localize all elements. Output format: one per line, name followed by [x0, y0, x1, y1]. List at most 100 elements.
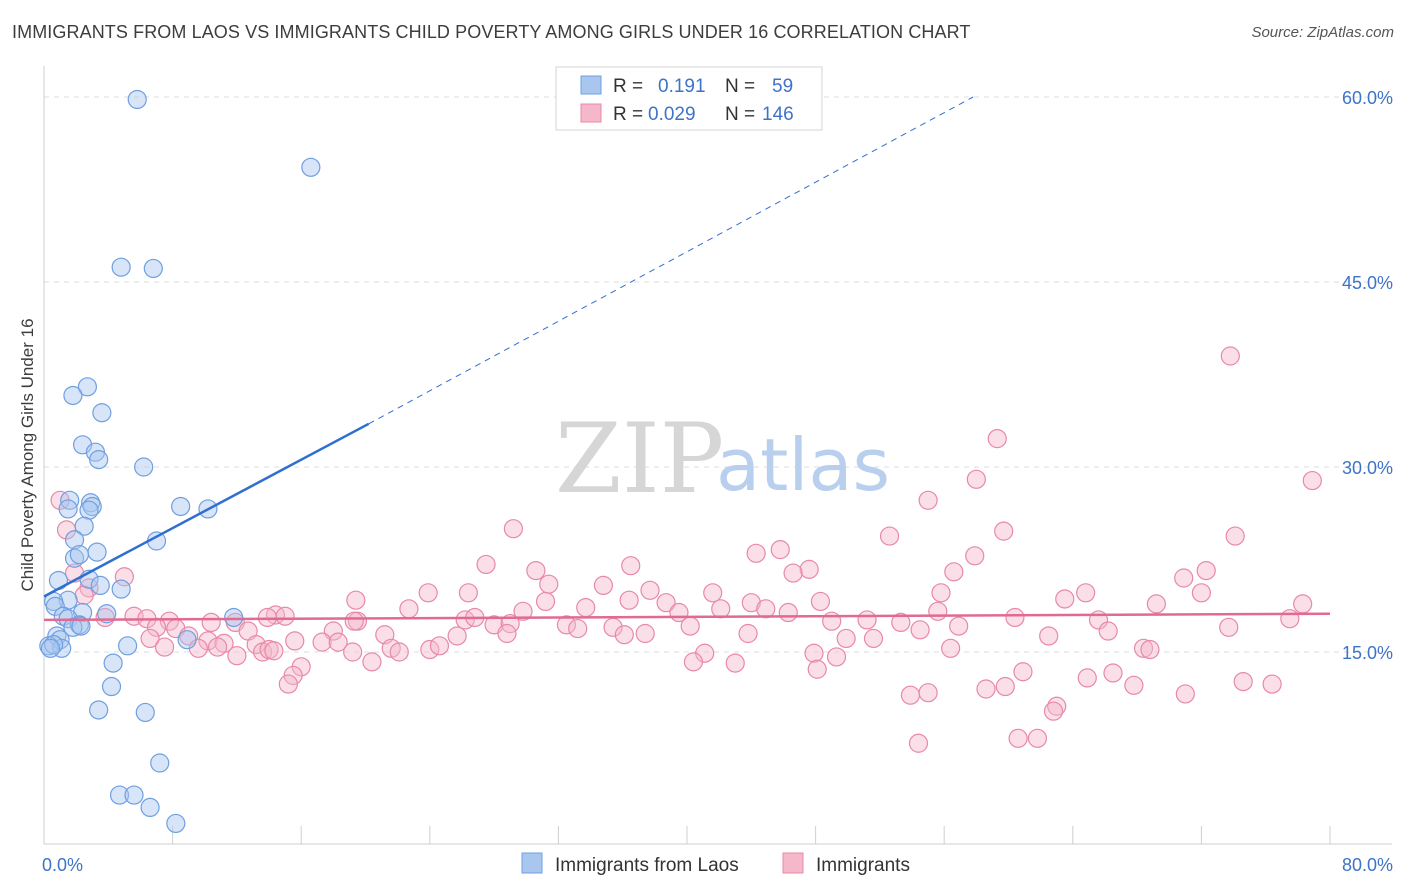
immigrants-point [1013, 662, 1033, 682]
laos-point [77, 377, 98, 397]
laos-point [71, 616, 91, 636]
immigrants-point [976, 679, 996, 699]
immigrants-point [1191, 583, 1212, 603]
immigrants-point [703, 583, 723, 603]
series-legend: Immigrants from Laos Immigrants [521, 852, 910, 876]
immigrants-point [257, 607, 278, 628]
immigrants-point [966, 469, 986, 489]
laos-point [135, 702, 155, 723]
immigrants-point [1055, 589, 1075, 609]
immigrants-point [810, 591, 831, 612]
immigrants-point [208, 637, 228, 657]
laos-point [166, 813, 186, 834]
immigrants-point [344, 611, 364, 631]
immigrants-point [857, 610, 877, 630]
immigrants-point [312, 632, 332, 652]
immigrants-point [1220, 346, 1240, 366]
immigrants-point [1005, 607, 1025, 628]
immigrants-point [476, 554, 496, 575]
immigrants-point [891, 612, 911, 633]
immigrants-point [285, 631, 305, 651]
y-tick-label: 45.0% [1342, 273, 1393, 293]
immigrants-point [621, 556, 641, 576]
y-axis-label: Child Poverty Among Girls Under 16 [18, 318, 37, 591]
laos-point [124, 785, 144, 805]
immigrants-point [928, 601, 948, 621]
immigrants-point [1174, 568, 1194, 588]
x-tick-label: 0.0% [42, 855, 83, 875]
immigrants-point [900, 685, 921, 705]
laos-point [63, 385, 83, 406]
laos-point [103, 653, 123, 673]
laos-point [87, 542, 107, 562]
immigrants-point [1219, 617, 1239, 637]
immigrants-point [1077, 668, 1097, 688]
immigrants-point [931, 583, 951, 603]
x-tick-label: 80.0% [1342, 855, 1393, 875]
watermark-zip: ZIP [555, 403, 724, 515]
immigrants-point [1302, 470, 1322, 491]
laos-point [171, 496, 191, 517]
immigrants-point [576, 597, 596, 618]
immigrants-point [680, 616, 700, 636]
immigrants-point [994, 521, 1014, 541]
immigrants-point [1076, 583, 1096, 603]
laos-point [143, 258, 163, 279]
immigrants-point [941, 638, 961, 658]
immigrants-point [1225, 526, 1245, 546]
y-tick-label: 15.0% [1342, 643, 1393, 663]
immigrants-point [1039, 626, 1059, 646]
immigrants-point [74, 585, 94, 605]
immigrants-point [114, 567, 134, 587]
immigrants-point [1098, 621, 1118, 641]
laos-point [89, 700, 109, 720]
immigrants-point [503, 519, 523, 539]
laos-trend-line [43, 422, 370, 598]
immigrants-point [275, 606, 295, 626]
immigrants-point [949, 616, 969, 636]
immigrants-point [227, 646, 247, 666]
series-legend-swatch-immigrants [782, 852, 804, 874]
grid-lines [44, 96, 1392, 653]
immigrants-point [399, 599, 419, 619]
immigrants-point [497, 623, 517, 644]
immigrants-point [918, 683, 938, 703]
immigrants-point [1196, 560, 1216, 581]
immigrants-point [154, 637, 175, 657]
watermark-atlas: atlas [716, 423, 890, 507]
y-tick-label: 30.0% [1342, 458, 1393, 478]
laos-point [45, 596, 65, 616]
immigrants-point [725, 653, 745, 673]
immigrants-point [343, 642, 363, 662]
laos-point [58, 499, 78, 519]
immigrants-point [770, 540, 790, 560]
legend-r-label-immigrants: R = [613, 104, 643, 125]
immigrants-point [418, 583, 438, 603]
immigrants-point [1133, 638, 1154, 658]
laos-point [69, 544, 89, 565]
immigrants-point [783, 563, 803, 583]
immigrants-point [1043, 701, 1064, 721]
laos-point [301, 157, 321, 177]
immigrants-point [1124, 675, 1144, 695]
laos-point [111, 257, 131, 277]
immigrants-point [918, 490, 938, 510]
laos-point [111, 579, 131, 599]
immigrants-point [1175, 684, 1195, 704]
immigrants-point [140, 628, 160, 649]
immigrants-point [799, 559, 819, 579]
legend-r-value-laos: 0.191 [658, 76, 706, 97]
immigrants-point [1103, 663, 1123, 683]
immigrants-point [593, 575, 614, 596]
laos-point [74, 516, 94, 536]
laos-point [63, 617, 83, 637]
immigrants-point [526, 560, 546, 581]
immigrants-point [1146, 594, 1166, 614]
immigrants-point [1262, 674, 1282, 694]
legend-swatch-immigrants [580, 103, 602, 123]
laos-point [101, 676, 122, 697]
chart-source: Source: ZipAtlas.com [1251, 24, 1394, 41]
laos-point [82, 496, 102, 517]
laos-point [150, 753, 170, 773]
